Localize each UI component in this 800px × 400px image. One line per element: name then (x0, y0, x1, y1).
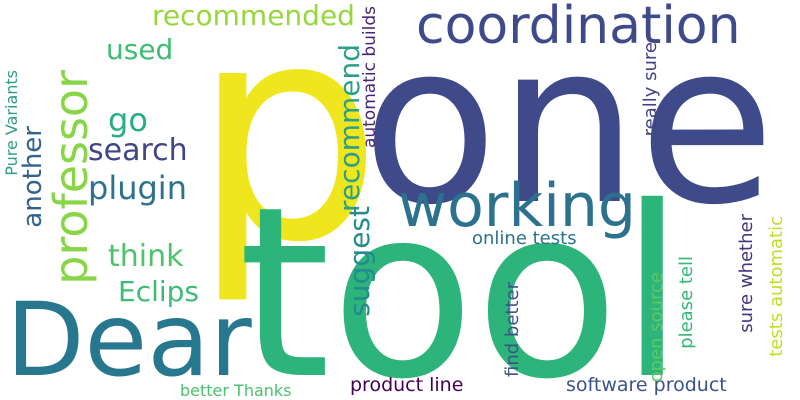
word-pure-variants: Pure Variants (2, 70, 21, 176)
word-go: go (108, 101, 148, 139)
word-product-line: product line (350, 374, 464, 396)
word-online-tests: online tests (472, 228, 577, 249)
word-p: p (192, 0, 383, 308)
word-open-source: open source (646, 272, 667, 383)
word-recommended: recommended (152, 0, 355, 32)
word-really-sure: really sure (640, 42, 661, 137)
word-automatic-builds: automatic builds (360, 6, 380, 149)
word-one: one (362, 0, 776, 254)
word-working: working (398, 171, 636, 241)
word-sure-whether: sure whether (736, 214, 757, 333)
word-plugin: plugin (88, 169, 187, 207)
word-professor: professor (44, 70, 98, 285)
word-dear: Dear (6, 281, 252, 400)
word-coordination: coordination (416, 0, 741, 56)
word-think: think (108, 239, 184, 274)
word-used: used (106, 33, 174, 66)
word-search: search (88, 133, 188, 168)
word-tool: tool (238, 156, 685, 400)
word-find-better: find better (502, 282, 523, 377)
word-tests-automatic: tests automatic (766, 216, 787, 357)
word-software-product: software product (566, 374, 727, 396)
word-eclips: Eclips (118, 275, 200, 308)
word-another: another (18, 126, 48, 228)
word-suggest: suggest (343, 206, 376, 317)
word-please-tell: please tell (676, 256, 697, 349)
word-better-thanks: better Thanks (180, 381, 292, 400)
